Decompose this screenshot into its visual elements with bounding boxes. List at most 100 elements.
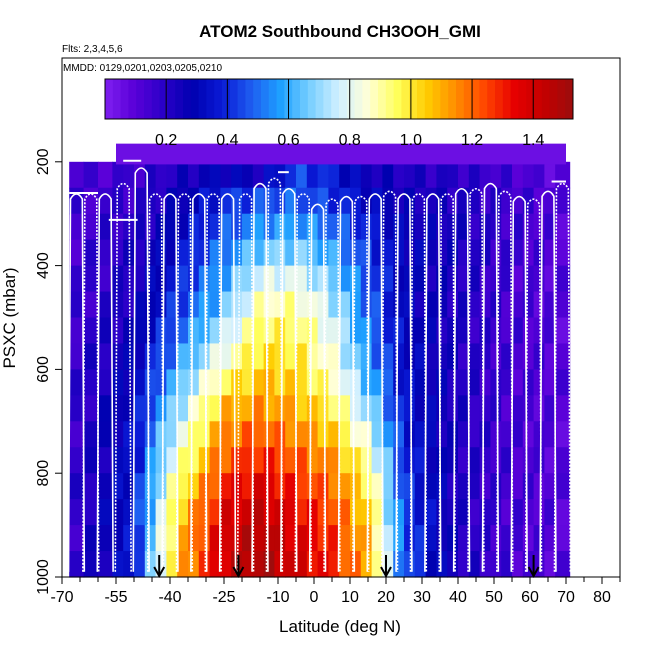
heatmap-cell bbox=[404, 447, 416, 474]
heatmap-cell bbox=[490, 551, 502, 578]
heatmap-cell bbox=[544, 447, 556, 474]
heatmap-cell bbox=[512, 317, 524, 345]
colorbar-swatch bbox=[175, 79, 184, 119]
heatmap-cell bbox=[458, 239, 470, 267]
heatmap-cell bbox=[252, 421, 265, 448]
colorbar-swatch bbox=[307, 79, 317, 119]
heatmap-cell bbox=[425, 473, 437, 500]
heatmap-cell bbox=[458, 213, 470, 241]
colorbar-swatch bbox=[300, 79, 309, 119]
heatmap-cell bbox=[425, 499, 437, 526]
heatmap-cell bbox=[382, 317, 394, 345]
heatmap-cell bbox=[188, 291, 200, 319]
heatmap-cell bbox=[458, 369, 470, 396]
heatmap-cell bbox=[533, 317, 545, 345]
heatmap-cell bbox=[296, 421, 308, 448]
heatmap-cell bbox=[555, 265, 571, 293]
heatmap-cell bbox=[512, 343, 524, 370]
heatmap-cell bbox=[414, 395, 427, 422]
heatmap-cell bbox=[274, 447, 286, 474]
heatmap-cell bbox=[209, 447, 221, 474]
heatmap-cell bbox=[458, 525, 470, 552]
heatmap-cell bbox=[339, 343, 351, 370]
heatmap-cell bbox=[188, 525, 200, 552]
heatmap-cell bbox=[350, 551, 362, 578]
heatmap-cell bbox=[501, 473, 513, 500]
colorbar-swatch bbox=[339, 79, 348, 119]
heatmap-cell bbox=[447, 317, 459, 345]
heatmap-cell bbox=[188, 369, 200, 396]
heatmap-cell bbox=[220, 447, 232, 474]
colorbar-swatch bbox=[346, 79, 356, 119]
heatmap-cell bbox=[220, 317, 232, 345]
heatmap-cell bbox=[371, 213, 383, 241]
heatmap-cell bbox=[98, 525, 113, 552]
heatmap-cell bbox=[220, 187, 232, 215]
heatmap-cell bbox=[144, 187, 157, 215]
heatmap-cell bbox=[382, 473, 394, 500]
heatmap-cell bbox=[479, 213, 491, 241]
colorbar-swatch bbox=[190, 79, 200, 119]
heatmap-cell bbox=[306, 369, 319, 396]
heatmap-cell bbox=[69, 239, 85, 267]
heatmap-cell bbox=[209, 473, 221, 500]
heatmap-cell bbox=[123, 343, 135, 370]
heatmap-cell bbox=[98, 421, 113, 448]
heatmap-cell bbox=[425, 447, 437, 474]
heatmap-cell bbox=[522, 525, 535, 552]
flight-profile-line bbox=[452, 187, 471, 572]
heatmap-cell bbox=[252, 525, 265, 552]
heatmap-cell bbox=[328, 161, 340, 189]
heatmap-cell bbox=[339, 187, 351, 215]
heatmap-cell bbox=[371, 343, 383, 370]
heatmap-cell bbox=[166, 317, 178, 345]
x-tick-label: 0 bbox=[310, 589, 319, 606]
heatmap-cell bbox=[468, 525, 481, 552]
heatmap-cell bbox=[360, 395, 373, 422]
heatmap-cell bbox=[98, 395, 113, 422]
heatmap-cell bbox=[339, 473, 351, 500]
heatmap-cell bbox=[123, 395, 135, 422]
heatmap-cell bbox=[414, 421, 427, 448]
heatmap-cell bbox=[188, 161, 200, 189]
heatmap-cell bbox=[404, 421, 416, 448]
heatmap-cell bbox=[296, 395, 308, 422]
heatmap-cell bbox=[458, 447, 470, 474]
heatmap-cell bbox=[350, 447, 362, 474]
heatmap-cell bbox=[404, 551, 416, 578]
colorbar-swatch bbox=[159, 79, 168, 119]
colorbar-swatch bbox=[549, 79, 558, 119]
heatmap-cell bbox=[371, 239, 383, 267]
heatmap-cell bbox=[414, 265, 427, 293]
heatmap-cell bbox=[188, 551, 200, 578]
heatmap-cell bbox=[98, 239, 113, 267]
heatmap-cell bbox=[155, 317, 167, 345]
heatmap-cell bbox=[328, 499, 340, 526]
heatmap-cell bbox=[285, 473, 297, 500]
heatmap-cell bbox=[522, 551, 535, 578]
x-tick-label: -10 bbox=[266, 589, 289, 606]
flight-profile-line bbox=[82, 193, 100, 572]
heatmap-cell bbox=[285, 343, 297, 370]
heatmap-cell bbox=[296, 213, 308, 241]
heatmap-cell bbox=[468, 499, 481, 526]
colorbar-swatch bbox=[409, 79, 418, 119]
heatmap-cell bbox=[533, 525, 545, 552]
heatmap-cell bbox=[458, 395, 470, 422]
heatmap-cell bbox=[263, 213, 275, 241]
colorbar-swatch bbox=[424, 79, 434, 119]
heatmap-cell bbox=[69, 265, 85, 293]
colorbar-swatch bbox=[432, 79, 441, 119]
heatmap-cell bbox=[393, 187, 405, 215]
heatmap-cell bbox=[263, 291, 275, 319]
heatmap-cell bbox=[166, 265, 178, 293]
heatmap-cell bbox=[263, 551, 275, 578]
heatmap-cell bbox=[274, 265, 286, 293]
heatmap-cell bbox=[285, 213, 297, 241]
colorbar-tick-label: 1.0 bbox=[400, 132, 422, 149]
heatmap-cell bbox=[371, 187, 383, 215]
heatmap-cell bbox=[285, 265, 297, 293]
heatmap-cell bbox=[317, 421, 329, 448]
heatmap-cell bbox=[306, 213, 319, 241]
heatmap-cell bbox=[144, 369, 157, 396]
